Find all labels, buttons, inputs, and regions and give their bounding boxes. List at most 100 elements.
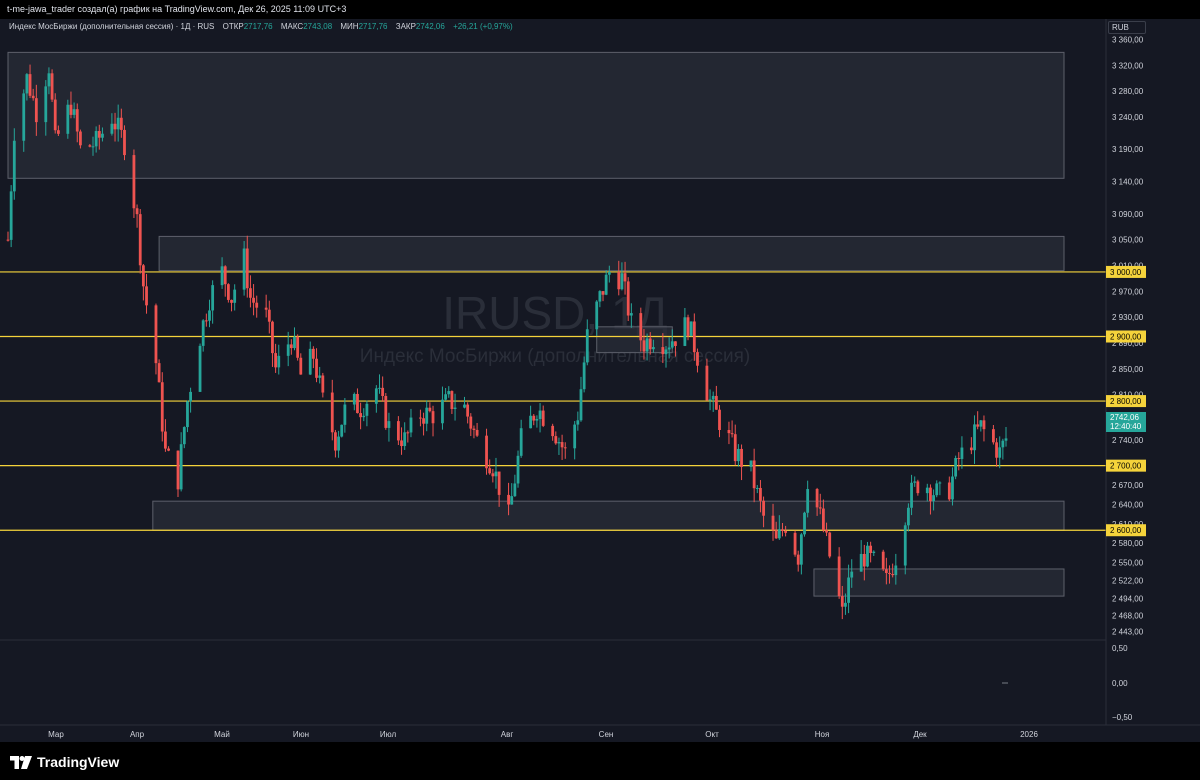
candle-body: [563, 447, 567, 449]
candle-body: [289, 344, 293, 349]
candle-body: [711, 395, 715, 400]
candle-body: [485, 435, 488, 469]
candle-body: [579, 389, 583, 421]
currency-selector[interactable]: RUB: [1108, 21, 1146, 34]
candle-body: [365, 403, 369, 416]
candle-body: [409, 417, 413, 433]
candle-body: [252, 297, 255, 303]
last-price-value: 2742,06: [1110, 413, 1139, 422]
candle-body: [381, 387, 385, 397]
price-tick: 2 670,00: [1112, 481, 1144, 490]
candle-body: [223, 266, 227, 285]
candle-body: [979, 420, 983, 427]
candle-body: [651, 347, 655, 350]
price-tick: 3 190,00: [1112, 145, 1144, 154]
price-tick: 3 280,00: [1112, 87, 1144, 96]
candle-body: [318, 375, 322, 378]
price-zone: [7, 51, 1065, 179]
candle-body: [264, 307, 268, 310]
price-tick: 2 522,00: [1112, 577, 1144, 586]
price-tick: 3 360,00: [1112, 35, 1144, 44]
candle-body: [639, 313, 643, 341]
candle-body: [803, 512, 806, 535]
candle-body: [601, 291, 605, 295]
candle-body: [982, 420, 986, 430]
candle-body: [472, 428, 476, 430]
candle-body: [97, 131, 101, 138]
high-label: МАКС: [280, 22, 304, 31]
price-tick: 2 930,00: [1112, 313, 1144, 322]
time-label: Сен: [599, 730, 614, 739]
candle-body: [330, 392, 334, 433]
candle-body: [182, 427, 186, 445]
candle-body: [245, 248, 249, 289]
candle-body: [645, 338, 649, 352]
tradingview-logo-icon: [10, 755, 32, 769]
candle-body: [718, 409, 721, 431]
candle-body: [157, 363, 161, 383]
level-badge: 2 600,00: [1110, 526, 1142, 535]
candle-body: [359, 413, 363, 418]
candle-body: [595, 301, 599, 330]
footer-brand: TradingView: [37, 754, 120, 770]
candle-body: [519, 428, 523, 456]
candle-body: [497, 471, 501, 495]
level-badge-bg: [1106, 395, 1146, 408]
candle-body: [308, 348, 312, 375]
level-badge: 2 800,00: [1110, 397, 1142, 406]
candle-body: [441, 399, 444, 424]
candle-body: [28, 74, 32, 96]
candle-body: [132, 155, 136, 209]
candle-body: [806, 489, 810, 513]
price-chart[interactable]: IRUSD, 1Д Индекс МосБиржи (дополнительна…: [0, 0, 1200, 742]
tradingview-logo[interactable]: TradingView: [10, 752, 119, 772]
candle-body: [362, 415, 366, 418]
price-zone: [152, 500, 1065, 531]
price-axis-ticks: 3 360,00 3 320,00 3 280,00 3 240,00 3 190,00…: [1112, 35, 1144, 636]
candle-body: [378, 387, 381, 389]
candle-body: [164, 431, 167, 449]
candle-body: [535, 418, 539, 421]
candle-body: [249, 288, 252, 298]
candle-body: [557, 442, 561, 444]
candle-body: [796, 554, 800, 565]
candle-body: [466, 404, 470, 417]
time-label: Май: [214, 730, 230, 739]
candle-body: [992, 429, 995, 443]
candle-body: [850, 571, 854, 578]
candle-body: [444, 394, 448, 400]
candle-body: [585, 329, 589, 363]
candle-body: [66, 104, 70, 134]
candle-body: [12, 140, 16, 192]
candle-body: [384, 396, 388, 428]
candle-body: [837, 556, 841, 597]
candle-body: [674, 341, 677, 346]
price-tick: 2 890,00: [1112, 339, 1144, 348]
candle-body: [88, 145, 92, 147]
candle-body: [22, 93, 26, 141]
price-tick: 2 550,00: [1112, 559, 1144, 568]
candle-body: [334, 432, 337, 451]
candle-body: [189, 391, 192, 402]
candle-body: [286, 344, 290, 356]
candle-body: [123, 129, 126, 156]
candle-body: [463, 404, 466, 408]
candle-body: [951, 476, 954, 500]
level-badge-bg: [1106, 524, 1146, 537]
candle-body: [31, 95, 35, 99]
candle-body: [683, 317, 687, 346]
candle-body: [201, 320, 205, 346]
price-tick: 3 320,00: [1112, 61, 1144, 70]
symbol-legend[interactable]: Индекс МосБиржи (дополнительная сессия) …: [9, 22, 513, 31]
candle-body: [629, 313, 633, 316]
symbol-title: Индекс МосБиржи (дополнительная сессия) …: [9, 22, 215, 31]
candle-body: [825, 530, 828, 533]
low-value: 2717,76: [358, 22, 388, 31]
candle-body: [293, 336, 296, 349]
candle-body: [759, 487, 762, 501]
candle-body: [686, 317, 690, 337]
candle-body: [160, 382, 164, 432]
candle-body: [822, 508, 825, 531]
candle-body: [311, 348, 315, 359]
price-zone: [596, 326, 673, 354]
